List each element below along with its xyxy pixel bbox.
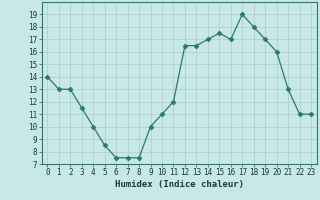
X-axis label: Humidex (Indice chaleur): Humidex (Indice chaleur) bbox=[115, 180, 244, 189]
